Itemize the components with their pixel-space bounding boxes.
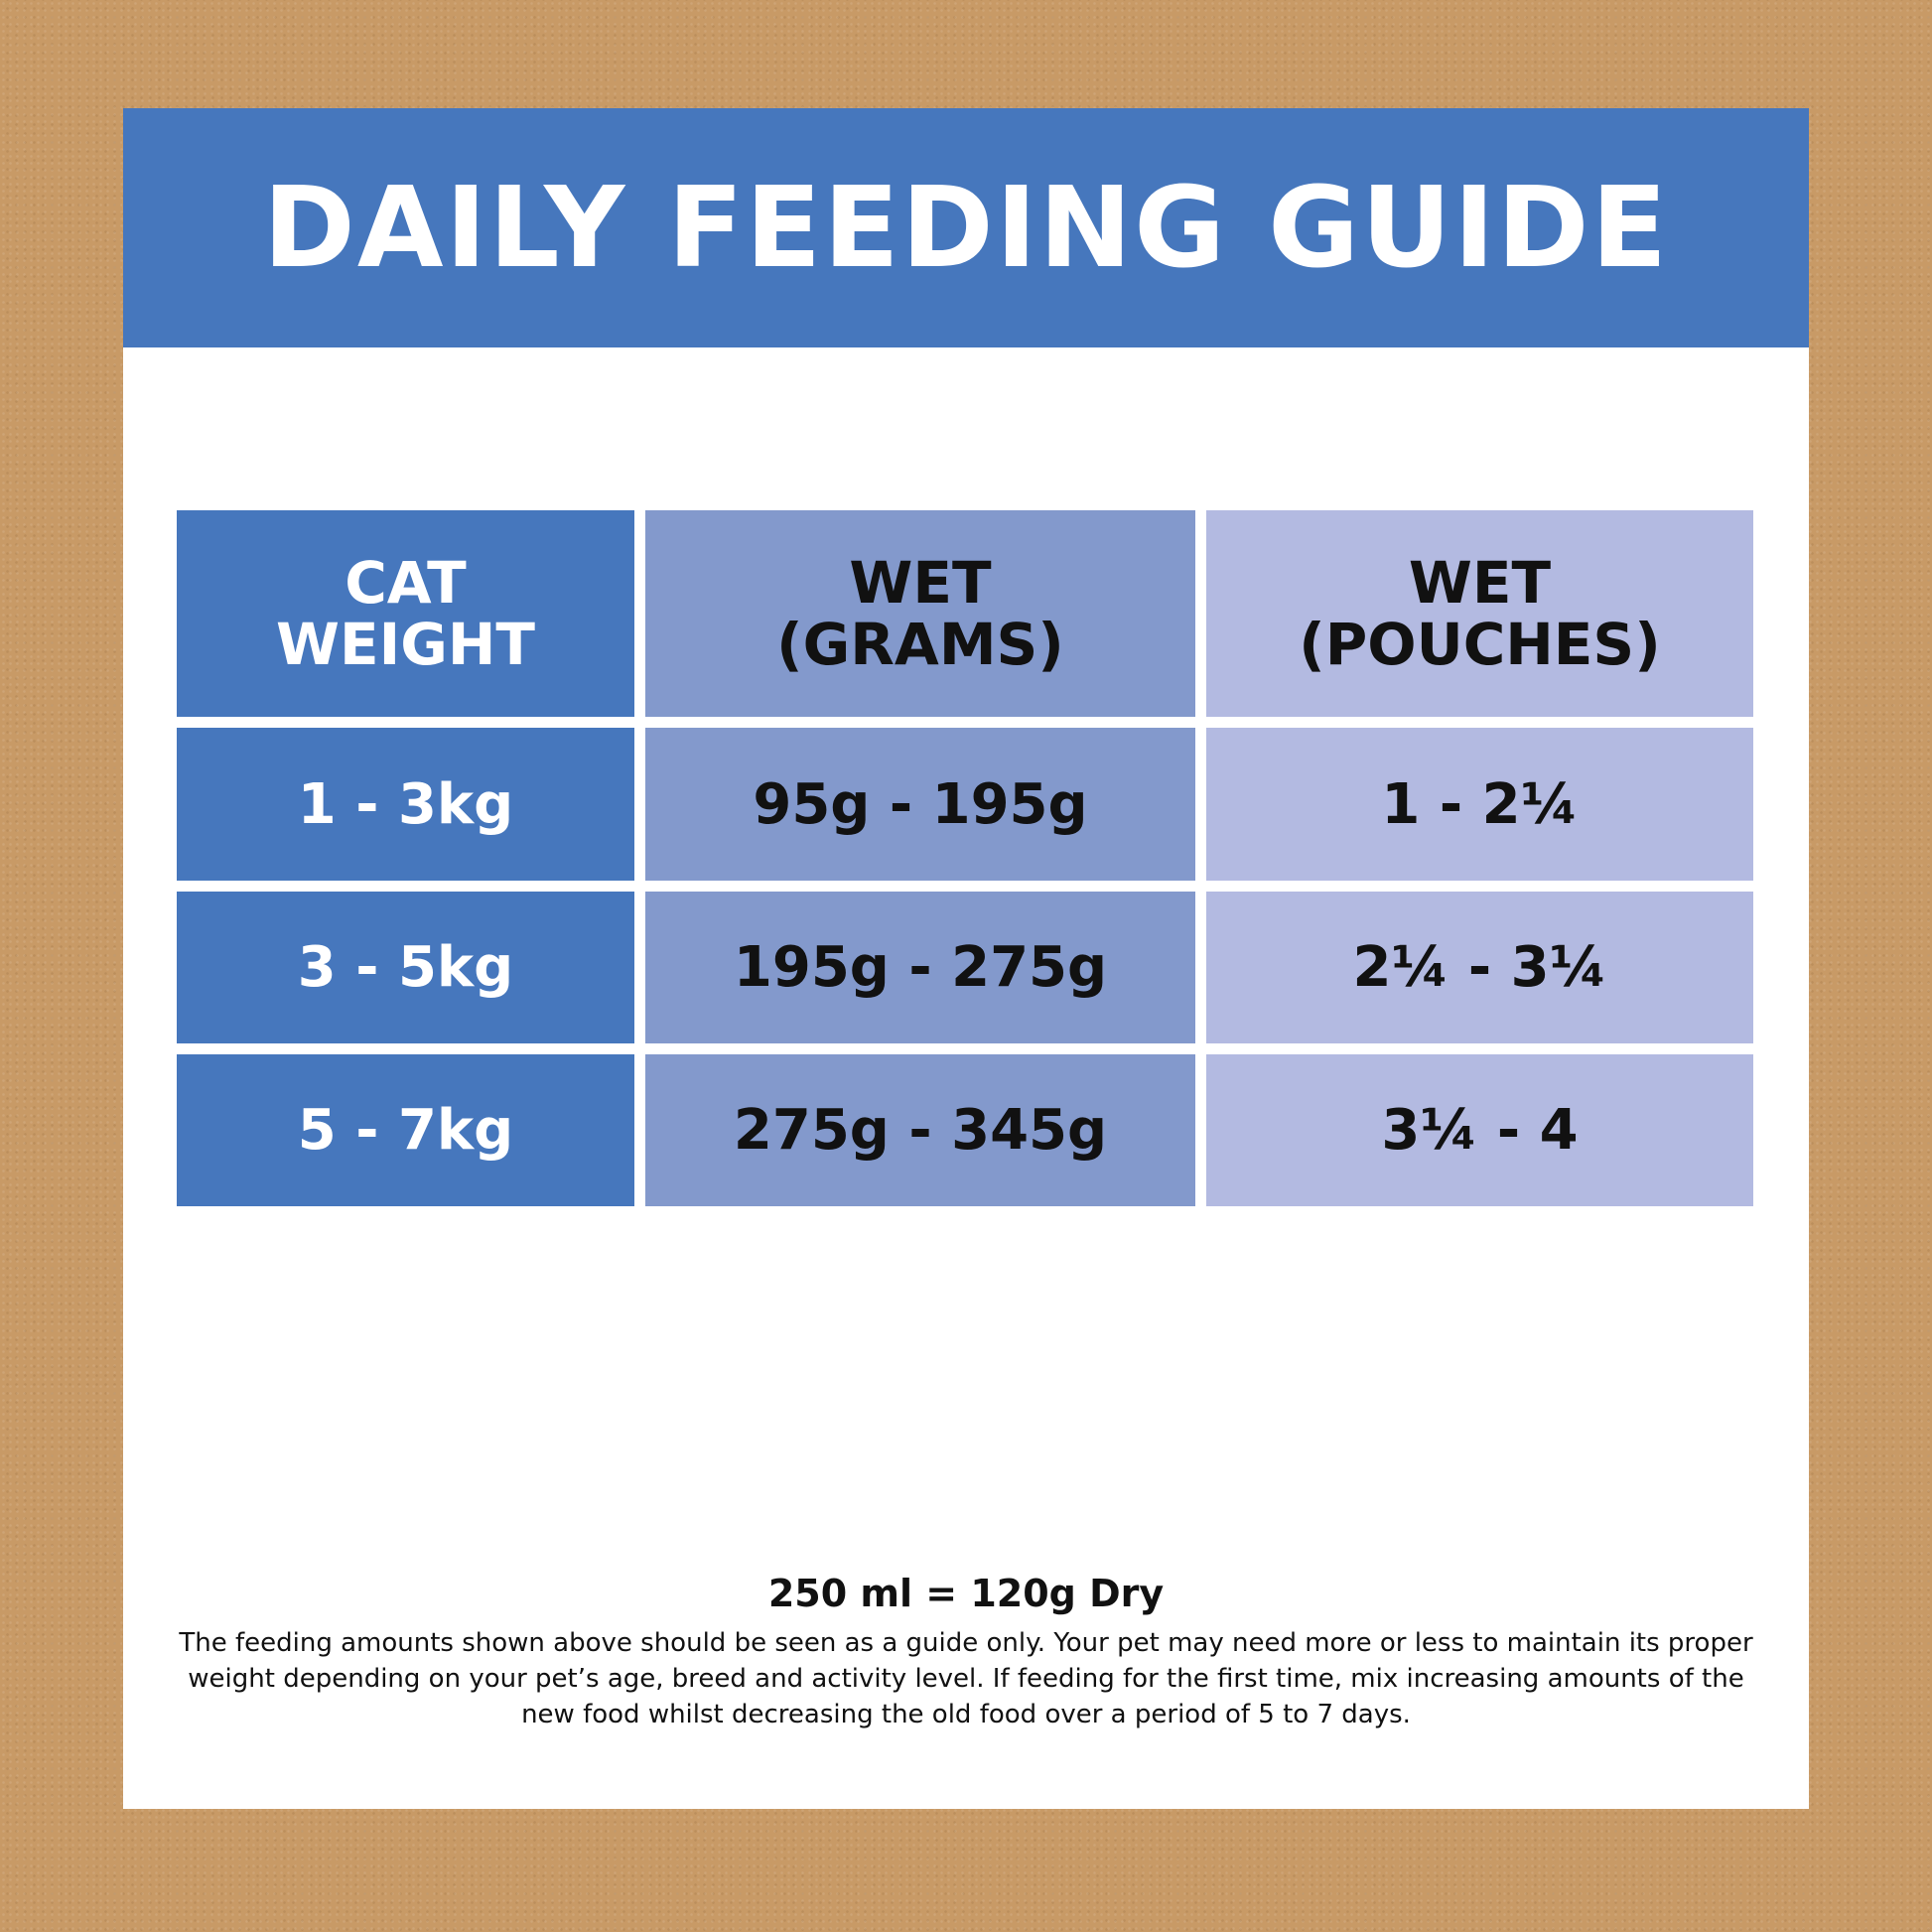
row-2-wet-grams: 195g - 275g xyxy=(645,892,1195,1043)
feeding-disclaimer: The feeding amounts shown above should b… xyxy=(179,1628,1753,1729)
row-1-cat-weight: 1 - 3kg xyxy=(177,728,634,881)
row-2-cat-weight: 3 - 5kg xyxy=(177,892,634,1043)
row-3-wet-pouches: 3¼ - 4 xyxy=(1206,1054,1753,1206)
page-title: DAILY FEEDING GUIDE xyxy=(262,163,1670,293)
header-wet-grams: WET (GRAMS) xyxy=(645,510,1195,717)
header-wet-pouches: WET (POUCHES) xyxy=(1206,510,1753,717)
row-3-wet-grams: 275g - 345g xyxy=(645,1054,1195,1206)
feeding-guide-card: DAILY FEEDING GUIDE CAT WEIGHT WET (GRAM… xyxy=(123,108,1809,1809)
row-2-wet-pouches: 2¼ - 3¼ xyxy=(1206,892,1753,1043)
title-banner: DAILY FEEDING GUIDE xyxy=(123,108,1809,347)
row-1-wet-pouches: 1 - 2¼ xyxy=(1206,728,1753,881)
dry-conversion-note: 250 ml = 120g Dry xyxy=(767,1572,1165,1615)
row-1-wet-grams: 95g - 195g xyxy=(645,728,1195,881)
header-cat-weight: CAT WEIGHT xyxy=(177,510,634,717)
row-3-cat-weight: 5 - 7kg xyxy=(177,1054,634,1206)
